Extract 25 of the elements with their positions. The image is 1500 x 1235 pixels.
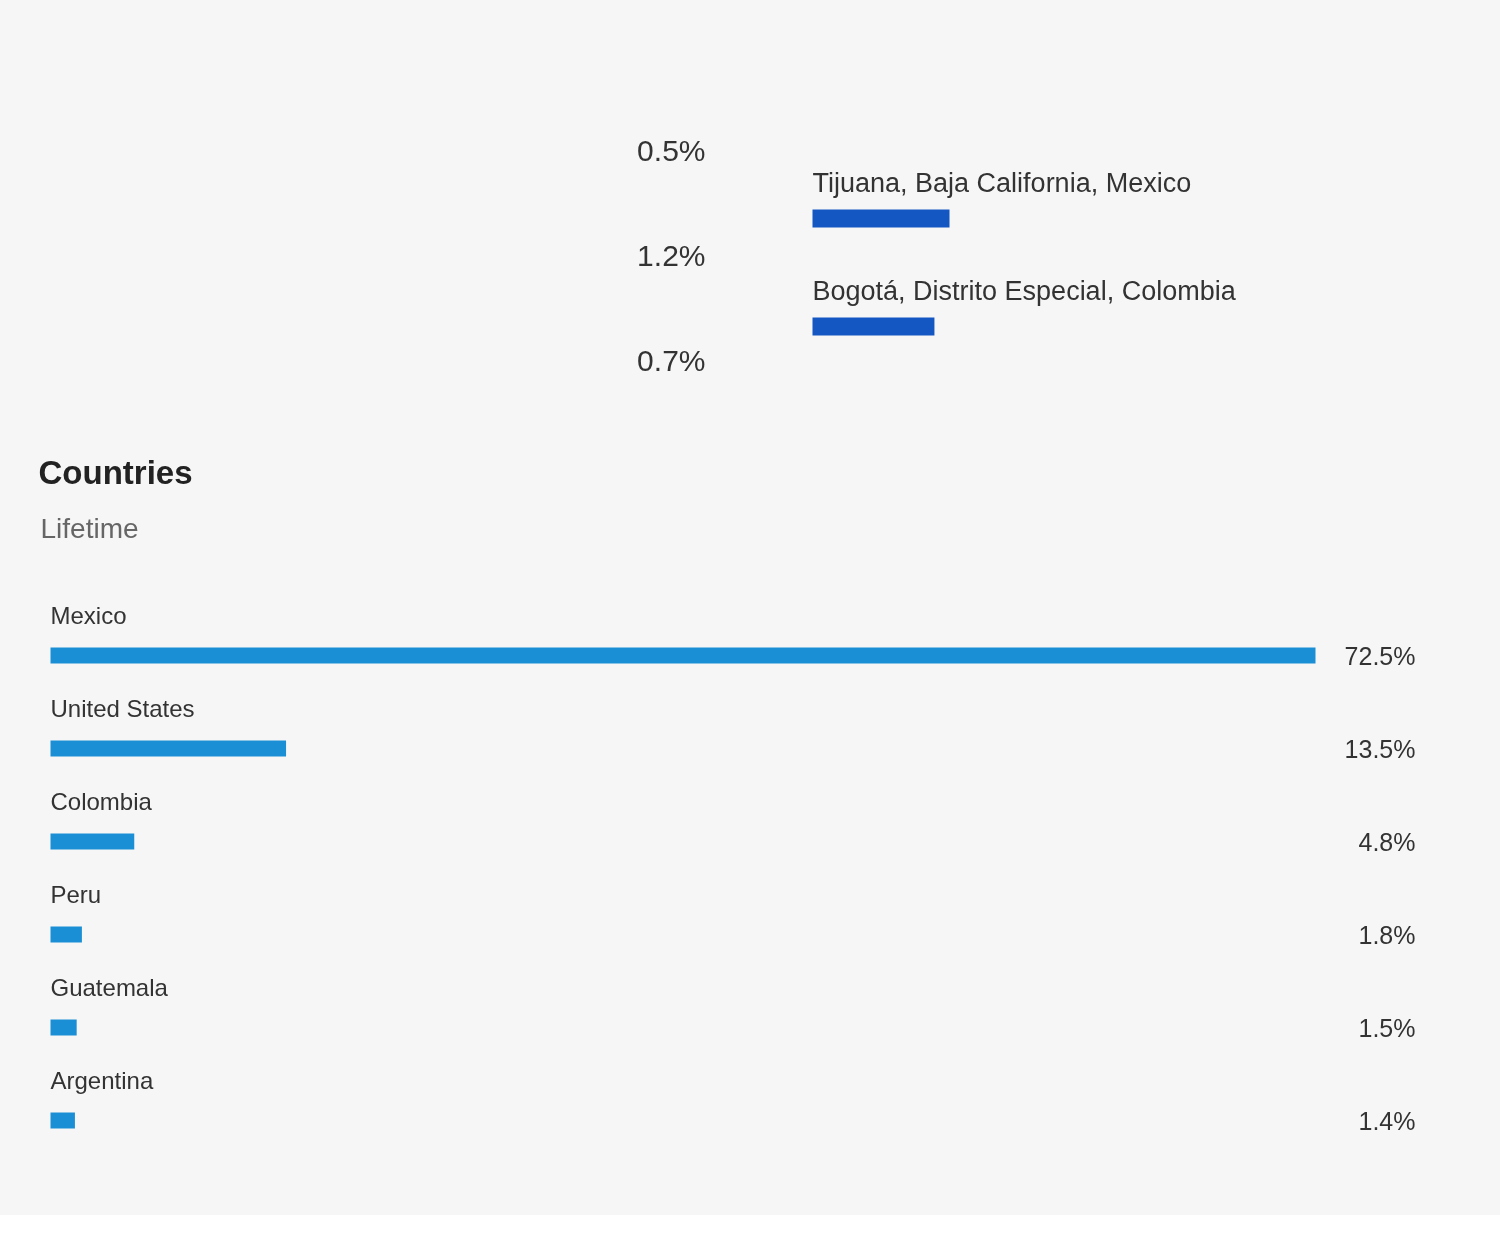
bar	[50, 926, 82, 943]
data-label: 13.5%	[1344, 734, 1416, 763]
y-tick-label: Tijuana, Baja California, Mexico	[812, 167, 1192, 198]
data-label: 72.5%	[1344, 641, 1416, 670]
bar	[50, 647, 1316, 664]
bar	[50, 1019, 77, 1036]
bar	[50, 740, 287, 757]
text: 0.7%	[637, 344, 706, 377]
y-tick-label: Bogotá, Distrito Especial, Colombia	[812, 275, 1237, 306]
text: 0.5%	[637, 134, 706, 167]
y-tick-label: Argentina	[50, 1067, 154, 1094]
bar	[50, 1112, 75, 1129]
data-label: 4.8%	[1358, 827, 1416, 856]
y-tick-label: United States	[50, 695, 195, 722]
data-label: 1.4%	[1358, 1106, 1416, 1135]
y-tick-label: Colombia	[50, 788, 153, 815]
y-tick-label: Mexico	[50, 602, 127, 629]
y-tick-label: Guatemala	[50, 974, 169, 1001]
y-tick-label: Peru	[50, 881, 102, 908]
text: 1.2%	[637, 239, 706, 272]
chart-title: Countries	[38, 454, 193, 491]
data-label: 1.8%	[1358, 920, 1416, 949]
bar	[50, 833, 135, 850]
chart-subtitle: Lifetime	[40, 513, 139, 544]
data-label: 1.5%	[1358, 1013, 1416, 1042]
